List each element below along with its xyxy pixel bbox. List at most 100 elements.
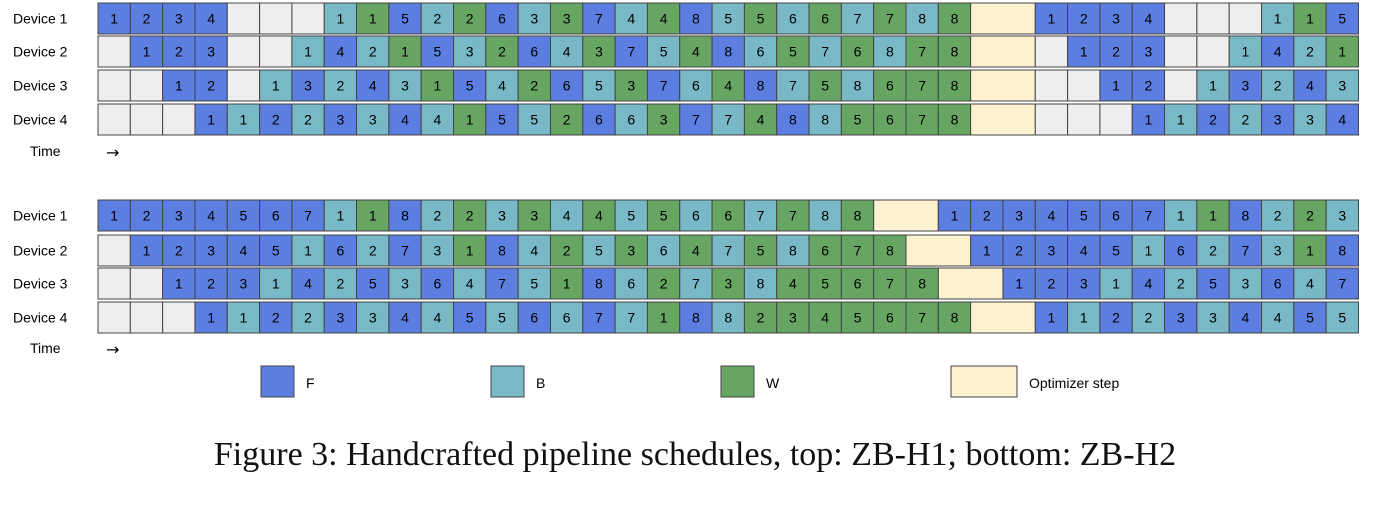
microbatch-number: 2 [207, 78, 215, 94]
backward-cell [291, 301, 325, 334]
backward-cell [549, 199, 584, 232]
microbatch-number: 4 [304, 276, 312, 292]
backward-cell [614, 301, 648, 334]
microbatch-number: 5 [1112, 243, 1120, 259]
idle-cell [1228, 2, 1263, 35]
microbatch-number: 1 [1080, 310, 1088, 326]
microbatch-number: 6 [530, 44, 538, 60]
backward-cell [1228, 103, 1263, 136]
microbatch-number: 1 [304, 243, 312, 259]
forward-cell [549, 69, 584, 102]
microbatch-number: 2 [1209, 243, 1217, 259]
microbatch-number: 3 [207, 44, 215, 60]
microbatch-number: 3 [466, 44, 474, 60]
forward-cell [1034, 267, 1069, 300]
microbatch-number: 6 [692, 208, 700, 224]
backward-cell [1261, 2, 1295, 35]
forward-cell [1034, 234, 1069, 267]
microbatch-number: 7 [918, 78, 926, 94]
microbatch-number: 1 [175, 276, 183, 292]
weight-cell [905, 69, 939, 102]
backward-cell [808, 35, 842, 68]
microbatch-number: 3 [433, 243, 441, 259]
backward-cell [420, 301, 455, 334]
forward-cell [485, 234, 519, 267]
microbatch-number: 1 [1306, 11, 1314, 27]
microbatch-number: 2 [466, 11, 474, 27]
weight-cell [453, 2, 487, 35]
microbatch-number: 8 [724, 310, 732, 326]
weight-cell [614, 234, 648, 267]
backward-cell [388, 267, 422, 300]
microbatch-number: 4 [240, 243, 248, 259]
microbatch-number: 1 [466, 112, 474, 128]
backward-cell [323, 199, 358, 232]
microbatch-number: 6 [595, 112, 603, 128]
microbatch-number: 3 [498, 208, 506, 224]
microbatch-number: 2 [433, 11, 441, 27]
microbatch-number: 1 [1145, 112, 1153, 128]
microbatch-number: 4 [789, 276, 797, 292]
backward-cell [420, 2, 455, 35]
time-axis-label: Time [30, 143, 61, 159]
backward-cell [323, 2, 358, 35]
microbatch-number: 6 [886, 78, 894, 94]
idle-cell [129, 69, 164, 102]
microbatch-number: 4 [1306, 276, 1314, 292]
forward-cell [1067, 199, 1101, 232]
backward-cell [291, 35, 325, 68]
microbatch-number: 1 [466, 243, 474, 259]
microbatch-number: 4 [1241, 310, 1249, 326]
microbatch-number: 3 [240, 276, 248, 292]
backward-cell [1131, 234, 1166, 267]
microbatch-number: 5 [757, 243, 765, 259]
microbatch-number: 1 [401, 44, 409, 60]
device-label: Device 3 [13, 276, 68, 292]
forward-cell [1261, 35, 1295, 68]
backward-cell [1196, 234, 1230, 267]
device-label: Device 3 [13, 78, 68, 94]
microbatch-number: 2 [304, 310, 312, 326]
microbatch-number: 5 [240, 208, 248, 224]
forward-cell [162, 2, 196, 35]
microbatch-number: 8 [951, 44, 959, 60]
microbatch-number: 7 [789, 78, 797, 94]
microbatch-number: 2 [1145, 78, 1153, 94]
weight-cell [549, 267, 584, 300]
microbatch-number: 5 [433, 44, 441, 60]
backward-cell [840, 2, 875, 35]
forward-cell [1325, 2, 1359, 35]
microbatch-number: 1 [110, 208, 118, 224]
weight-cell [646, 103, 681, 136]
weight-cell [776, 301, 810, 334]
forward-cell [517, 301, 551, 334]
forward-cell [1164, 301, 1198, 334]
optimizer-step-block [937, 267, 1004, 300]
microbatch-number: 8 [789, 112, 797, 128]
forward-cell [646, 69, 681, 102]
idle-cell [1164, 35, 1198, 68]
microbatch-number: 3 [369, 112, 377, 128]
microbatch-number: 1 [304, 44, 312, 60]
idle-cell [226, 69, 261, 102]
forward-cell [356, 69, 390, 102]
weight-cell [549, 2, 584, 35]
microbatch-number: 5 [466, 78, 474, 94]
forward-cell [226, 267, 261, 300]
microbatch-number: 2 [1112, 44, 1120, 60]
microbatch-number: 1 [272, 276, 280, 292]
idle-cell [259, 35, 293, 68]
microbatch-number: 7 [498, 276, 506, 292]
microbatch-number: 4 [563, 208, 571, 224]
forward-cell [1002, 267, 1036, 300]
forward-cell [420, 267, 455, 300]
backward-cell [1325, 301, 1359, 334]
backward-cell [485, 69, 519, 102]
microbatch-number: 2 [143, 208, 151, 224]
microbatch-number: 1 [1080, 44, 1088, 60]
forward-cell [582, 2, 616, 35]
microbatch-number: 1 [207, 310, 215, 326]
microbatch-number: 8 [821, 208, 829, 224]
time-arrow-icon: → [106, 340, 119, 359]
microbatch-number: 4 [724, 78, 732, 94]
